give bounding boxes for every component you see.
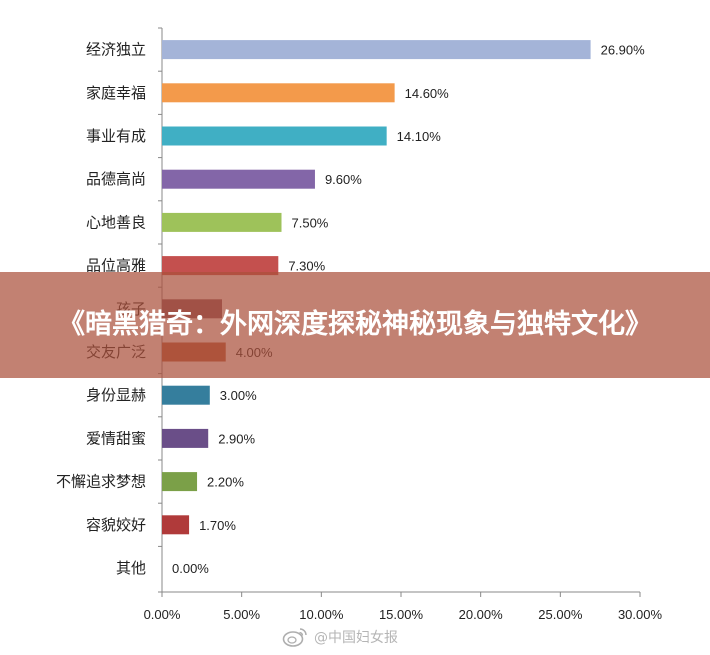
data-label: 0.00% <box>172 561 209 576</box>
weibo-icon <box>282 628 307 647</box>
data-label: 2.90% <box>218 431 255 446</box>
bar <box>162 40 591 60</box>
watermark-text: @中国妇女报 <box>314 630 398 646</box>
category-label: 不懈追求梦想 <box>56 473 146 491</box>
bar <box>162 126 387 146</box>
category-label: 事业有成 <box>86 127 146 145</box>
x-tick-label: 25.00% <box>538 607 583 622</box>
data-label: 7.30% <box>288 259 325 274</box>
x-tick-label: 15.00% <box>379 607 424 622</box>
category-label: 家庭幸福 <box>86 84 146 102</box>
x-tick-label: 30.00% <box>618 607 663 622</box>
x-tick-label: 0.00% <box>144 607 181 622</box>
data-label: 14.10% <box>397 129 442 144</box>
bar <box>162 472 198 492</box>
bar <box>162 83 395 103</box>
watermark: @中国妇女报 <box>282 624 398 650</box>
category-label: 容貌姣好 <box>86 516 146 534</box>
bar <box>162 169 315 189</box>
category-label: 爱情甜蜜 <box>86 429 146 447</box>
category-label: 品德高尚 <box>86 170 146 188</box>
category-label: 心地善良 <box>86 213 146 231</box>
data-label: 1.70% <box>199 518 236 533</box>
bar <box>162 256 279 276</box>
bar <box>162 212 282 232</box>
bar <box>162 428 209 448</box>
x-tick-label: 10.00% <box>299 607 344 622</box>
category-label: 其他 <box>116 559 146 577</box>
data-label: 3.00% <box>220 388 257 403</box>
bar <box>162 385 210 405</box>
category-label: 品位高雅 <box>86 257 146 275</box>
data-label: 7.50% <box>292 215 329 230</box>
bar <box>162 515 190 535</box>
data-label: 2.20% <box>207 475 244 490</box>
data-label: 14.60% <box>405 86 450 101</box>
data-label: 9.60% <box>325 172 362 187</box>
banner-title: 《暗黑猎奇：外网深度探秘神秘现象与独特文化》 <box>58 309 652 340</box>
data-label: 26.90% <box>601 43 646 58</box>
title-banner: 《暗黑猎奇：外网深度探秘神秘现象与独特文化》 <box>0 272 710 378</box>
x-tick-label: 20.00% <box>459 607 504 622</box>
x-tick-label: 5.00% <box>223 607 260 622</box>
category-label: 经济独立 <box>86 41 146 59</box>
category-label: 身份显赫 <box>86 386 146 404</box>
